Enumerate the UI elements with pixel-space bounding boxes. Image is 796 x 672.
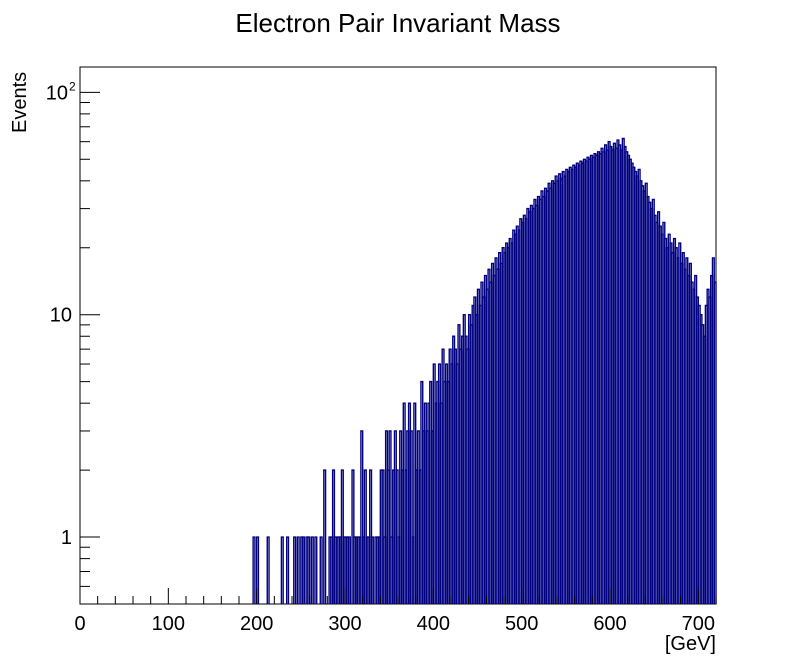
y-tick-label: 10 [46,82,68,104]
histogram-bin [296,536,300,604]
y-tick-label: 10 [50,305,72,327]
x-tick-label: 400 [417,613,450,635]
histogram-bin [286,536,290,604]
x-tick-label: 200 [240,613,273,635]
histogram-bin [255,536,260,604]
histogram-bin [280,536,284,604]
x-tick-label: 500 [505,613,538,635]
histogram-bin [252,536,256,604]
x-tick-label: 600 [593,613,626,635]
histogram-bin [319,536,323,604]
histogram-bin [310,536,314,604]
chart-title: Electron Pair Invariant Mass [235,8,560,38]
x-axis-label: [GeV] [665,633,716,655]
histogram-bin [266,536,270,604]
x-axis: 0 100 200 300 400 500 600 700 [74,588,717,635]
histogram-bin [347,536,351,604]
histogram-bin [360,430,364,604]
x-tick-label: 300 [328,613,361,635]
histogram [252,137,717,604]
histogram-bin [370,536,374,604]
x-tick-label: 0 [74,613,85,635]
y-tick-exponent: 2 [69,79,76,93]
histogram-bin [293,536,297,604]
histogram-bin [409,430,413,604]
y-axis-label: Events [9,72,31,133]
histogram-bin [713,281,717,604]
histogram-bin [388,430,392,604]
histogram-bin [307,536,311,604]
y-tick-label: 1 [61,527,72,549]
histogram-bin [314,536,318,604]
histogram-bin [323,469,327,604]
x-tick-label: 100 [152,613,185,635]
x-tick-label: 700 [682,613,715,635]
histogram-bin [301,536,306,604]
